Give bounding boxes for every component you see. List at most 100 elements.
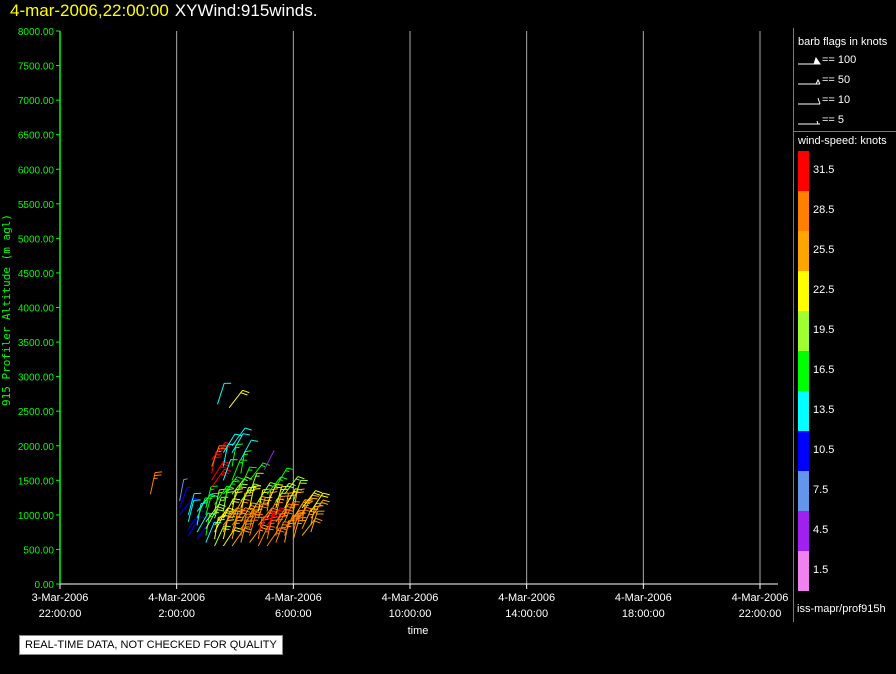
legend-divider <box>794 131 896 132</box>
barb-flag <box>285 511 293 515</box>
barb-flag <box>235 491 243 494</box>
barb-flag <box>240 392 248 396</box>
quality-note: REAL-TIME DATA, NOT CHECKED FOR QUALITY <box>19 635 283 655</box>
barb-staff <box>275 467 288 488</box>
barb-staff <box>266 507 281 526</box>
barb-flag <box>262 462 270 466</box>
wind-barb <box>249 485 262 509</box>
wind-barb <box>222 476 244 495</box>
color-swatch <box>798 311 809 351</box>
barb-flag <box>227 488 235 491</box>
x-tick-label: 4-Mar-2006 <box>498 592 555 604</box>
x-tick-label: 4-Mar-2006 <box>148 592 205 604</box>
barb-flag <box>242 389 250 394</box>
barb-half-flag <box>319 504 324 507</box>
wind-barb <box>222 433 242 453</box>
barb-staff <box>266 498 278 519</box>
barb-staff <box>284 476 299 495</box>
barb-flag <box>155 471 163 474</box>
barb-staff <box>292 499 306 519</box>
wind-barb <box>257 496 273 519</box>
barb-staff <box>179 479 185 502</box>
barb-flag <box>251 439 259 442</box>
color-label: 25.5 <box>813 244 835 256</box>
wind-barb <box>292 488 305 512</box>
barb-flag <box>312 494 320 497</box>
wind-barb <box>292 479 308 502</box>
barb-staff <box>301 518 317 536</box>
barb-staff <box>214 497 222 519</box>
barb-staff <box>222 527 236 547</box>
y-tick-label: 4000.00 <box>18 304 55 315</box>
x-tick-label: 3-Mar-2006 <box>32 592 89 604</box>
barb-staff <box>217 383 225 405</box>
color-label: 1.5 <box>813 564 829 576</box>
barb-flag <box>296 491 305 494</box>
barb-5-icon <box>798 120 820 125</box>
barb-half-flag <box>295 478 300 481</box>
wind-barb <box>263 450 275 471</box>
y-tick-label: 2500.00 <box>18 407 55 418</box>
wind-barb <box>187 492 202 516</box>
y-tick-label: 5000.00 <box>18 234 55 245</box>
y-tick-label: 3000.00 <box>18 373 55 384</box>
barb-half-flag <box>278 478 283 482</box>
barb-flag <box>214 456 222 459</box>
barb-flag <box>280 495 288 497</box>
barb-flag <box>193 499 201 501</box>
wind-barb <box>187 499 201 522</box>
barb-staff <box>266 527 280 547</box>
barb-flag <box>241 501 249 504</box>
color-swatch <box>798 191 809 231</box>
barb-staff <box>231 427 246 447</box>
color-label: 16.5 <box>813 364 835 376</box>
barb-staff <box>240 487 250 509</box>
barb-half-flag <box>309 500 314 502</box>
wind-barb <box>301 494 320 516</box>
barb-staff <box>275 493 282 515</box>
source-label: iss-mapr/prof915h <box>797 603 886 615</box>
x-tick-label: 22:00:00 <box>39 608 82 620</box>
y-tick-label: 3500.00 <box>18 338 55 349</box>
barb-legend-row: == 50 <box>798 74 850 86</box>
barb-staff <box>214 485 228 505</box>
barb-flag <box>220 473 228 477</box>
barb-staff <box>275 483 290 502</box>
barb-flag <box>253 510 261 514</box>
barb-flag <box>227 519 235 521</box>
barb-staff <box>222 498 234 519</box>
barb-staff <box>211 445 220 467</box>
barb-flag <box>249 466 257 469</box>
barb-staff <box>231 484 242 505</box>
wind-barb <box>249 472 264 495</box>
barb-staff <box>257 497 266 519</box>
wind-barb <box>275 467 294 488</box>
wind-barb <box>257 525 275 547</box>
color-label: 4.5 <box>813 524 829 536</box>
x-tick-label: 4-Mar-2006 <box>265 592 322 604</box>
barb-staff <box>205 509 218 529</box>
barb-flag <box>260 505 268 509</box>
y-tick-label: 2000.00 <box>18 442 55 453</box>
barb-flag <box>310 497 318 500</box>
wind-barb <box>179 486 192 509</box>
barb-flag <box>291 503 299 506</box>
barb-legend-label: == 100 <box>822 54 857 66</box>
barb-flag <box>270 491 278 494</box>
barb-flag <box>235 488 243 491</box>
barb-staff <box>257 482 271 502</box>
barb-flag <box>223 444 231 448</box>
x-axis: 3-Mar-2006 22:00:00 4-Mar-2006 2:00:00 4-Mar… <box>32 583 788 620</box>
wind-barb <box>214 525 231 547</box>
x-axis-label: time <box>408 625 429 637</box>
color-swatch <box>798 511 809 551</box>
barb-flag <box>313 520 321 524</box>
barb-legend-label: == 10 <box>822 94 851 106</box>
barb-flag <box>244 527 252 531</box>
color-label: 13.5 <box>813 404 835 416</box>
y-tick-label: 6000.00 <box>18 165 55 176</box>
wind-barb <box>211 468 232 488</box>
wind-barb <box>240 439 259 460</box>
barb-50-icon <box>798 78 821 85</box>
barb-half-flag <box>285 470 290 473</box>
